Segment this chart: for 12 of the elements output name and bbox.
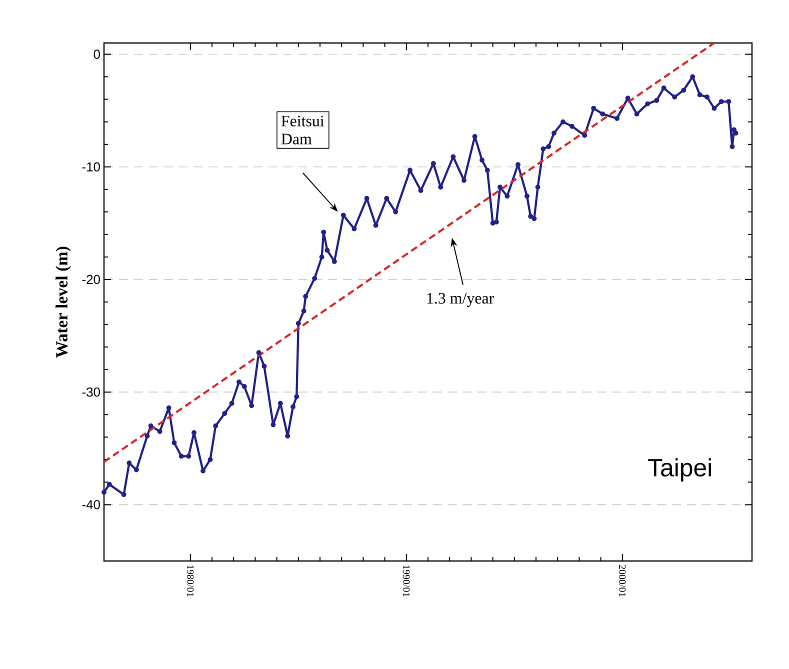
annotation: Taipei bbox=[648, 458, 711, 482]
x-tick-label: 1980/01 bbox=[187, 565, 194, 597]
y-tick-label: -20 bbox=[82, 274, 100, 284]
annotation: Feitsui Dam bbox=[281, 116, 324, 144]
x-tick-label: 2000/01 bbox=[619, 564, 626, 597]
y-tick-label: -10 bbox=[82, 162, 100, 172]
y-axis-title: Water level (m) bbox=[56, 246, 71, 358]
y-tick-label: -30 bbox=[82, 387, 100, 397]
y-tick-label: 0 bbox=[94, 50, 100, 59]
annotation: 1.3 m/year bbox=[427, 292, 494, 307]
x-tick-label: 1990/01 bbox=[403, 565, 410, 597]
y-tick-label: -40 bbox=[82, 500, 100, 510]
